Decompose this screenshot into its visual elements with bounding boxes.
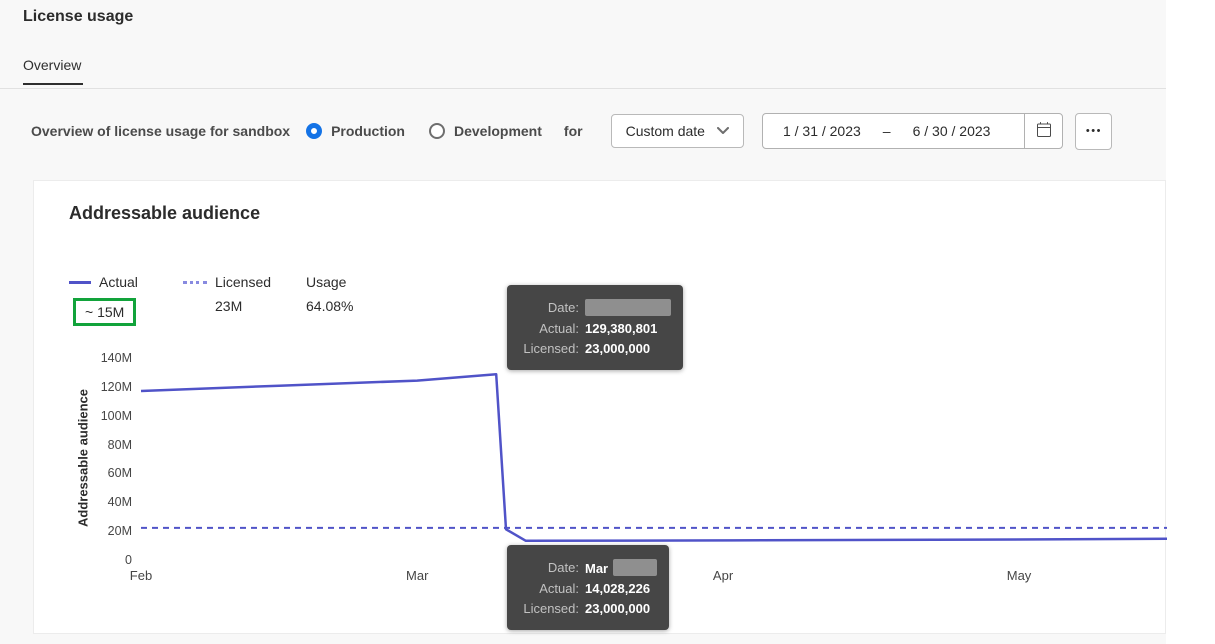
calendar-icon — [1035, 121, 1053, 142]
legend-licensed-label: Licensed — [215, 274, 272, 290]
legend-item-licensed: Licensed 23M — [183, 273, 306, 326]
legend-licensed-value: 23M — [215, 298, 243, 314]
more-options-button[interactable]: ••• — [1075, 112, 1113, 150]
filter-label: Overview of license usage for sandbox — [31, 123, 291, 139]
actual-line — [140, 373, 1168, 543]
chart-tooltip-peak: Date: Actual: 129,380,801 Licensed: 23,0… — [507, 285, 683, 370]
tooltip-date-value: Mar — [585, 561, 609, 576]
x-axis-tick-label: Feb — [129, 568, 153, 583]
date-separator: – — [882, 123, 891, 139]
for-label: for — [563, 123, 583, 139]
chart-tooltip-current: Date: Mar Actual: 14,028,226 Licensed: 2… — [507, 545, 670, 630]
legend-usage-label: Usage — [306, 274, 347, 290]
x-axis-tick-label: Apr — [712, 568, 734, 583]
y-axis-tick-label: 60M — [107, 466, 132, 481]
tab-overview[interactable]: Overview — [23, 57, 84, 85]
usage-line-chart[interactable] — [140, 346, 1168, 571]
legend-usage-value: 64.08% — [306, 298, 354, 314]
redacted-date — [613, 559, 658, 576]
tooltip-licensed-label: Licensed: — [523, 341, 579, 356]
date-preset-value: Custom date — [625, 123, 705, 139]
radio-development-label: Development — [453, 123, 542, 139]
tooltip-actual-label: Actual: — [539, 321, 579, 336]
tooltip-date-label: Date: — [547, 300, 579, 315]
date-start-input[interactable]: 1 / 31 / 2023 — [782, 123, 861, 139]
tooltip-actual-value: 14,028,226 — [585, 581, 651, 596]
tooltip-actual-value: 129,380,801 — [585, 321, 658, 336]
date-range-field[interactable]: 1 / 31 / 2023 – 6 / 30 / 2023 — [761, 113, 1064, 149]
chevron-down-icon — [716, 127, 729, 135]
license-usage-page: License usage Overview Overview of licen… — [0, 8, 1168, 634]
page-title: License usage — [23, 8, 134, 25]
tooltip-licensed-value: 23,000,000 — [585, 341, 651, 356]
legend-item-actual: Actual ~ 15M — [69, 273, 183, 326]
tooltip-licensed-value: 23,000,000 — [585, 601, 651, 616]
y-axis-tick-label: 140M — [100, 351, 132, 365]
date-end-input[interactable]: 6 / 30 / 2023 — [912, 123, 991, 139]
calendar-button[interactable] — [1024, 113, 1062, 149]
redacted-date — [585, 299, 671, 316]
tooltip-licensed-label: Licensed: — [523, 601, 579, 616]
y-axis-tick-label: 80M — [107, 437, 132, 452]
radio-production-label: Production — [331, 123, 405, 139]
radio-unselected-icon — [428, 123, 445, 139]
radio-selected-icon — [306, 123, 323, 139]
actual-line-swatch — [69, 280, 91, 284]
legend-actual-value: ~ 15M — [85, 304, 125, 320]
addressable-audience-card: Addressable audience Actual ~ 15M Licens… — [33, 180, 1168, 634]
y-axis-tick-label: 0 — [125, 553, 132, 567]
radio-development[interactable]: Development — [428, 123, 542, 139]
y-axis-tick-label: 120M — [100, 379, 132, 394]
x-axis-tick-label: Mar — [406, 568, 429, 583]
legend-item-usage: Usage 64.08% — [306, 273, 353, 326]
legend-actual-label: Actual — [99, 274, 138, 290]
tooltip-date-label: Date: — [547, 560, 579, 575]
y-axis-tick-label: 100M — [100, 408, 132, 423]
ellipsis-icon: ••• — [1085, 125, 1102, 137]
licensed-line-swatch — [183, 280, 207, 284]
x-axis-tick-label: May — [1006, 568, 1032, 583]
y-axis-tick-label: 20M — [107, 524, 132, 539]
chart-legend: Actual ~ 15M Licensed 23M Usage — [69, 273, 353, 326]
green-highlight-box: ~ 15M — [73, 298, 137, 326]
tabs-divider — [0, 88, 1166, 89]
radio-production[interactable]: Production — [306, 123, 405, 139]
filter-bar: Overview of license usage for sandbox Pr… — [31, 112, 1113, 150]
tooltip-actual-label: Actual: — [539, 581, 579, 596]
y-axis-tick-label: 40M — [107, 495, 132, 510]
card-title: Addressable audience — [69, 203, 261, 223]
chart-plot-area[interactable]: Addressable audience 140M 120M 100M 80M 60M 4… — [34, 181, 1168, 633]
date-preset-dropdown[interactable]: Custom date — [610, 114, 744, 148]
